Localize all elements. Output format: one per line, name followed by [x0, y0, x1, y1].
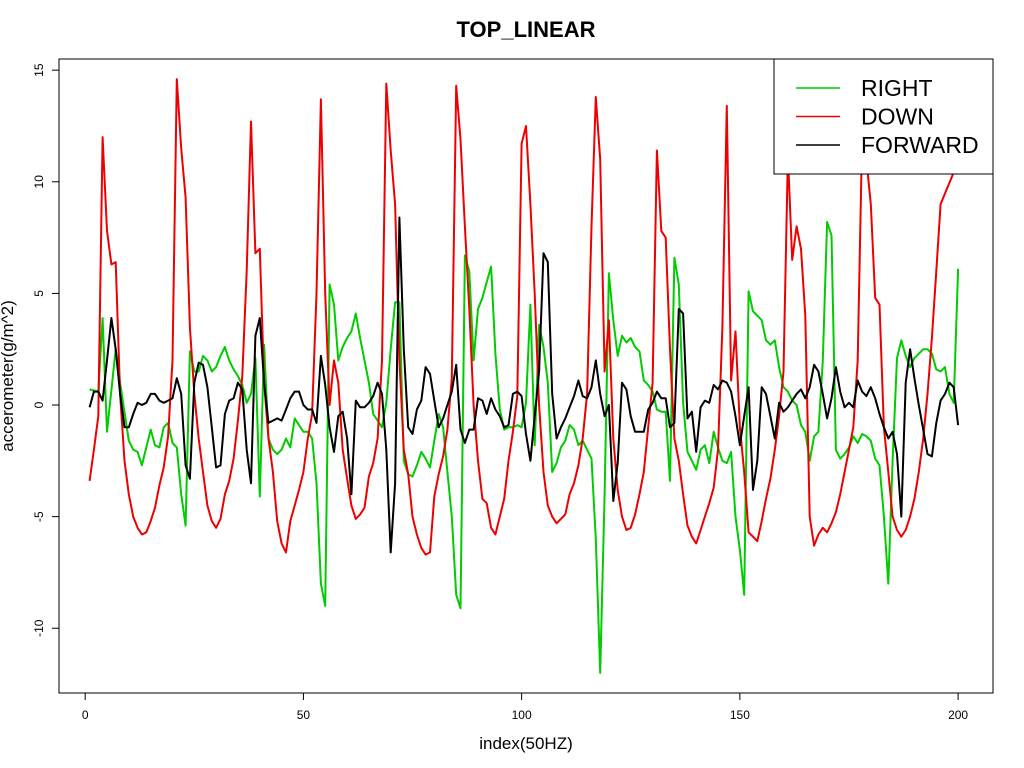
y-tick-label: -10	[32, 619, 46, 637]
series-line-forward	[88, 216, 960, 554]
y-tick-label: 10	[32, 175, 46, 189]
x-tick-label: 200	[948, 708, 968, 722]
y-tick-label: 5	[32, 290, 46, 297]
y-tick-label: 15	[32, 63, 46, 77]
series-line-right	[89, 221, 960, 674]
series-layer	[88, 78, 960, 674]
y-tick-label: 0	[32, 401, 46, 408]
chart-title: TOP_LINEAR	[457, 17, 596, 42]
x-tick-label: 100	[512, 708, 532, 722]
legend-label-right: RIGHT	[861, 75, 933, 101]
y-axis: -10 -5 0 5 10 15	[32, 63, 60, 637]
x-axis-label: index(50HZ)	[479, 734, 573, 753]
legend-label-forward: FORWARD	[861, 132, 979, 158]
y-axis-label: accerometer(g/m^2)	[0, 300, 17, 452]
x-axis: 0 50 100 150 200	[82, 692, 968, 722]
x-tick-label: 0	[82, 708, 89, 722]
series-line-down	[88, 78, 960, 556]
x-tick-label: 50	[297, 708, 311, 722]
x-tick-label: 150	[730, 708, 750, 722]
y-tick-label: -5	[32, 511, 46, 522]
legend-label-down: DOWN	[861, 104, 934, 130]
